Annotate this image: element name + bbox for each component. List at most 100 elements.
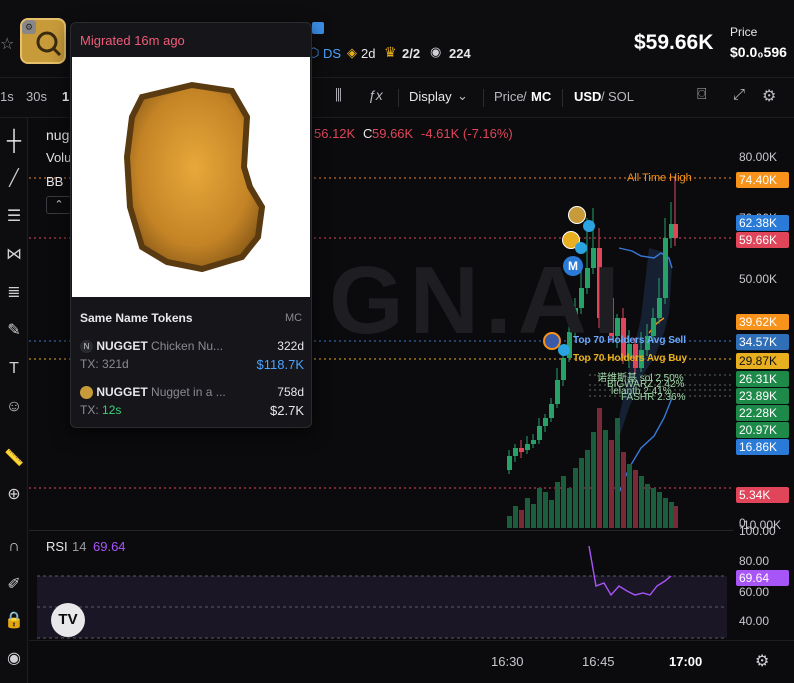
binance-icon: ◈ (347, 45, 357, 60)
tradingview-logo[interactable]: TV (51, 603, 85, 637)
dexscreener-icon[interactable]: ⬡ (308, 45, 320, 60)
token-age: 758d (277, 385, 304, 399)
token-age: 2d (361, 46, 376, 61)
telegram-marker-icon[interactable] (583, 220, 595, 232)
candle-body (639, 350, 644, 368)
camera-icon[interactable]: ⌼ (697, 86, 707, 103)
chicken-nugget-image (123, 81, 266, 273)
star-icon[interactable]: ☆ (0, 36, 15, 53)
holder-avatar-marker[interactable] (543, 332, 561, 350)
volume-bar (615, 418, 620, 528)
ath-label: All Time High (627, 172, 692, 184)
volume-bar (627, 464, 632, 528)
indicators-fx-icon[interactable]: ƒx (368, 87, 383, 103)
mc-header: MC (285, 312, 303, 324)
candle-type-icon[interactable]: ⫼ (335, 87, 342, 104)
candle-body (621, 318, 626, 358)
same-name-token-row[interactable]: NUGGET Nugget in a ... 758d (80, 385, 304, 400)
search-magnifier-icon (36, 31, 62, 57)
same-name-token-row[interactable]: N NUGGET Chicken Nu... 322d (80, 339, 304, 354)
candle-body (585, 268, 590, 288)
ds-label[interactable]: DS (323, 46, 342, 61)
volume-bar (519, 510, 524, 528)
toggle-usd[interactable]: USD (574, 89, 602, 104)
trend-line-icon[interactable]: ╱ (9, 170, 19, 187)
candle-body (603, 298, 608, 318)
candle-body (525, 444, 530, 450)
telegram-marker-icon[interactable] (558, 344, 570, 356)
legend-close: 59.66K (372, 126, 414, 141)
token-name: NUGGET (96, 339, 148, 353)
price-tag: 62.38K (736, 215, 789, 231)
price-axis[interactable]: 80.00K 70.00K 50.00K 0 -10.00K 74.40K 62… (733, 118, 794, 640)
legend-low: 56.12K (314, 126, 356, 141)
volume-bar (639, 476, 644, 528)
volume-bar (673, 506, 678, 528)
axis-label: 0 (739, 516, 746, 530)
candle-body (531, 440, 536, 444)
display-dropdown[interactable]: Display (409, 89, 452, 104)
tx-value: 12s (102, 403, 122, 417)
chevron-down-icon[interactable]: ⌄ (457, 88, 468, 103)
crosshair-icon[interactable]: ┼ (6, 130, 22, 152)
eye-icon: ◉ (430, 44, 442, 59)
visibility-icon[interactable]: ◉ (7, 650, 21, 667)
horizontal-lines-icon[interactable]: ☰ (6, 208, 22, 225)
price-tag: 5.34K (736, 487, 789, 503)
drawing-tools: ┼ ╱ ☰ ⋈ ≣ ✎ T ☺ 📏 ⊕ ∩ ✐ 🔒 ◉ (0, 118, 28, 683)
price-tag: 26.31K (736, 371, 789, 387)
m-marker-icon[interactable]: M (563, 256, 583, 276)
legend-close-label: C (363, 126, 373, 141)
token-age: 322d (277, 339, 304, 353)
lock-drawing-icon[interactable]: ✐ (7, 576, 21, 593)
settings-badge-icon: ⚙ (22, 20, 36, 34)
emoji-icon[interactable]: ☺ (5, 398, 23, 415)
token-avatar: N (80, 340, 93, 354)
toggle-mc[interactable]: MC (531, 89, 552, 104)
token-logo[interactable]: ⚙ (20, 18, 66, 64)
volume-bar (585, 450, 590, 528)
tx-label: TX: (80, 357, 99, 371)
volume-bar (561, 476, 566, 528)
telegram-marker-icon[interactable] (575, 242, 587, 254)
gear-icon[interactable]: ⚙ (762, 88, 777, 105)
volume-bar (657, 492, 662, 528)
candle-body (609, 298, 614, 336)
time-axis[interactable]: 16:30 16:45 17:00 ⚙ (29, 640, 794, 683)
price-tag: 39.62K (736, 314, 789, 330)
market-cap: $59.66K (634, 31, 714, 54)
holder-avatar-marker[interactable] (568, 206, 586, 224)
token-hover-card: Migrated 16m ago Same Name Tokens MC N N… (70, 22, 312, 428)
candle-body (651, 318, 656, 336)
candle-body (555, 380, 560, 404)
price-chart[interactable]: GN.AI nugg 56.12K C 59.66K -4.61K (-7.16… (29, 118, 733, 528)
volume-bar (663, 498, 668, 528)
candle-body (579, 288, 584, 308)
text-icon[interactable]: T (9, 360, 19, 377)
interval-1s[interactable]: 1s (0, 89, 14, 104)
pattern-icon[interactable]: ⋈ (6, 246, 22, 263)
collapse-legend-button[interactable]: ⌃ (46, 196, 72, 214)
volume-bar (567, 488, 572, 528)
brush-icon[interactable]: ✎ (7, 322, 21, 339)
interval-30s[interactable]: 30s (26, 89, 47, 104)
zoom-icon[interactable]: ⊕ (7, 486, 21, 503)
interval-1m[interactable]: 1 (62, 89, 70, 104)
fullscreen-icon[interactable]: ⤢ (733, 86, 746, 103)
gear-icon[interactable]: ⚙ (755, 653, 770, 670)
token-avatar (80, 386, 93, 400)
candle-body (673, 224, 678, 238)
toggle-price[interactable]: Price (494, 89, 524, 104)
candle-body (537, 426, 542, 440)
lock-icon[interactable]: 🔒 (4, 612, 24, 629)
toggle-sol[interactable]: SOL (608, 89, 635, 104)
token-mc: $118.7K (256, 357, 304, 372)
magnet-icon[interactable]: ∩ (8, 538, 20, 555)
ruler-icon[interactable]: 📏 (4, 450, 24, 467)
candle-body (669, 224, 674, 238)
rsi-pane[interactable]: RSI 14 69.64 TV (29, 530, 733, 640)
candle-body (663, 238, 668, 298)
candle-body (519, 448, 524, 452)
crown-icon: ♛ (384, 44, 397, 60)
fib-icon[interactable]: ≣ (7, 284, 21, 301)
